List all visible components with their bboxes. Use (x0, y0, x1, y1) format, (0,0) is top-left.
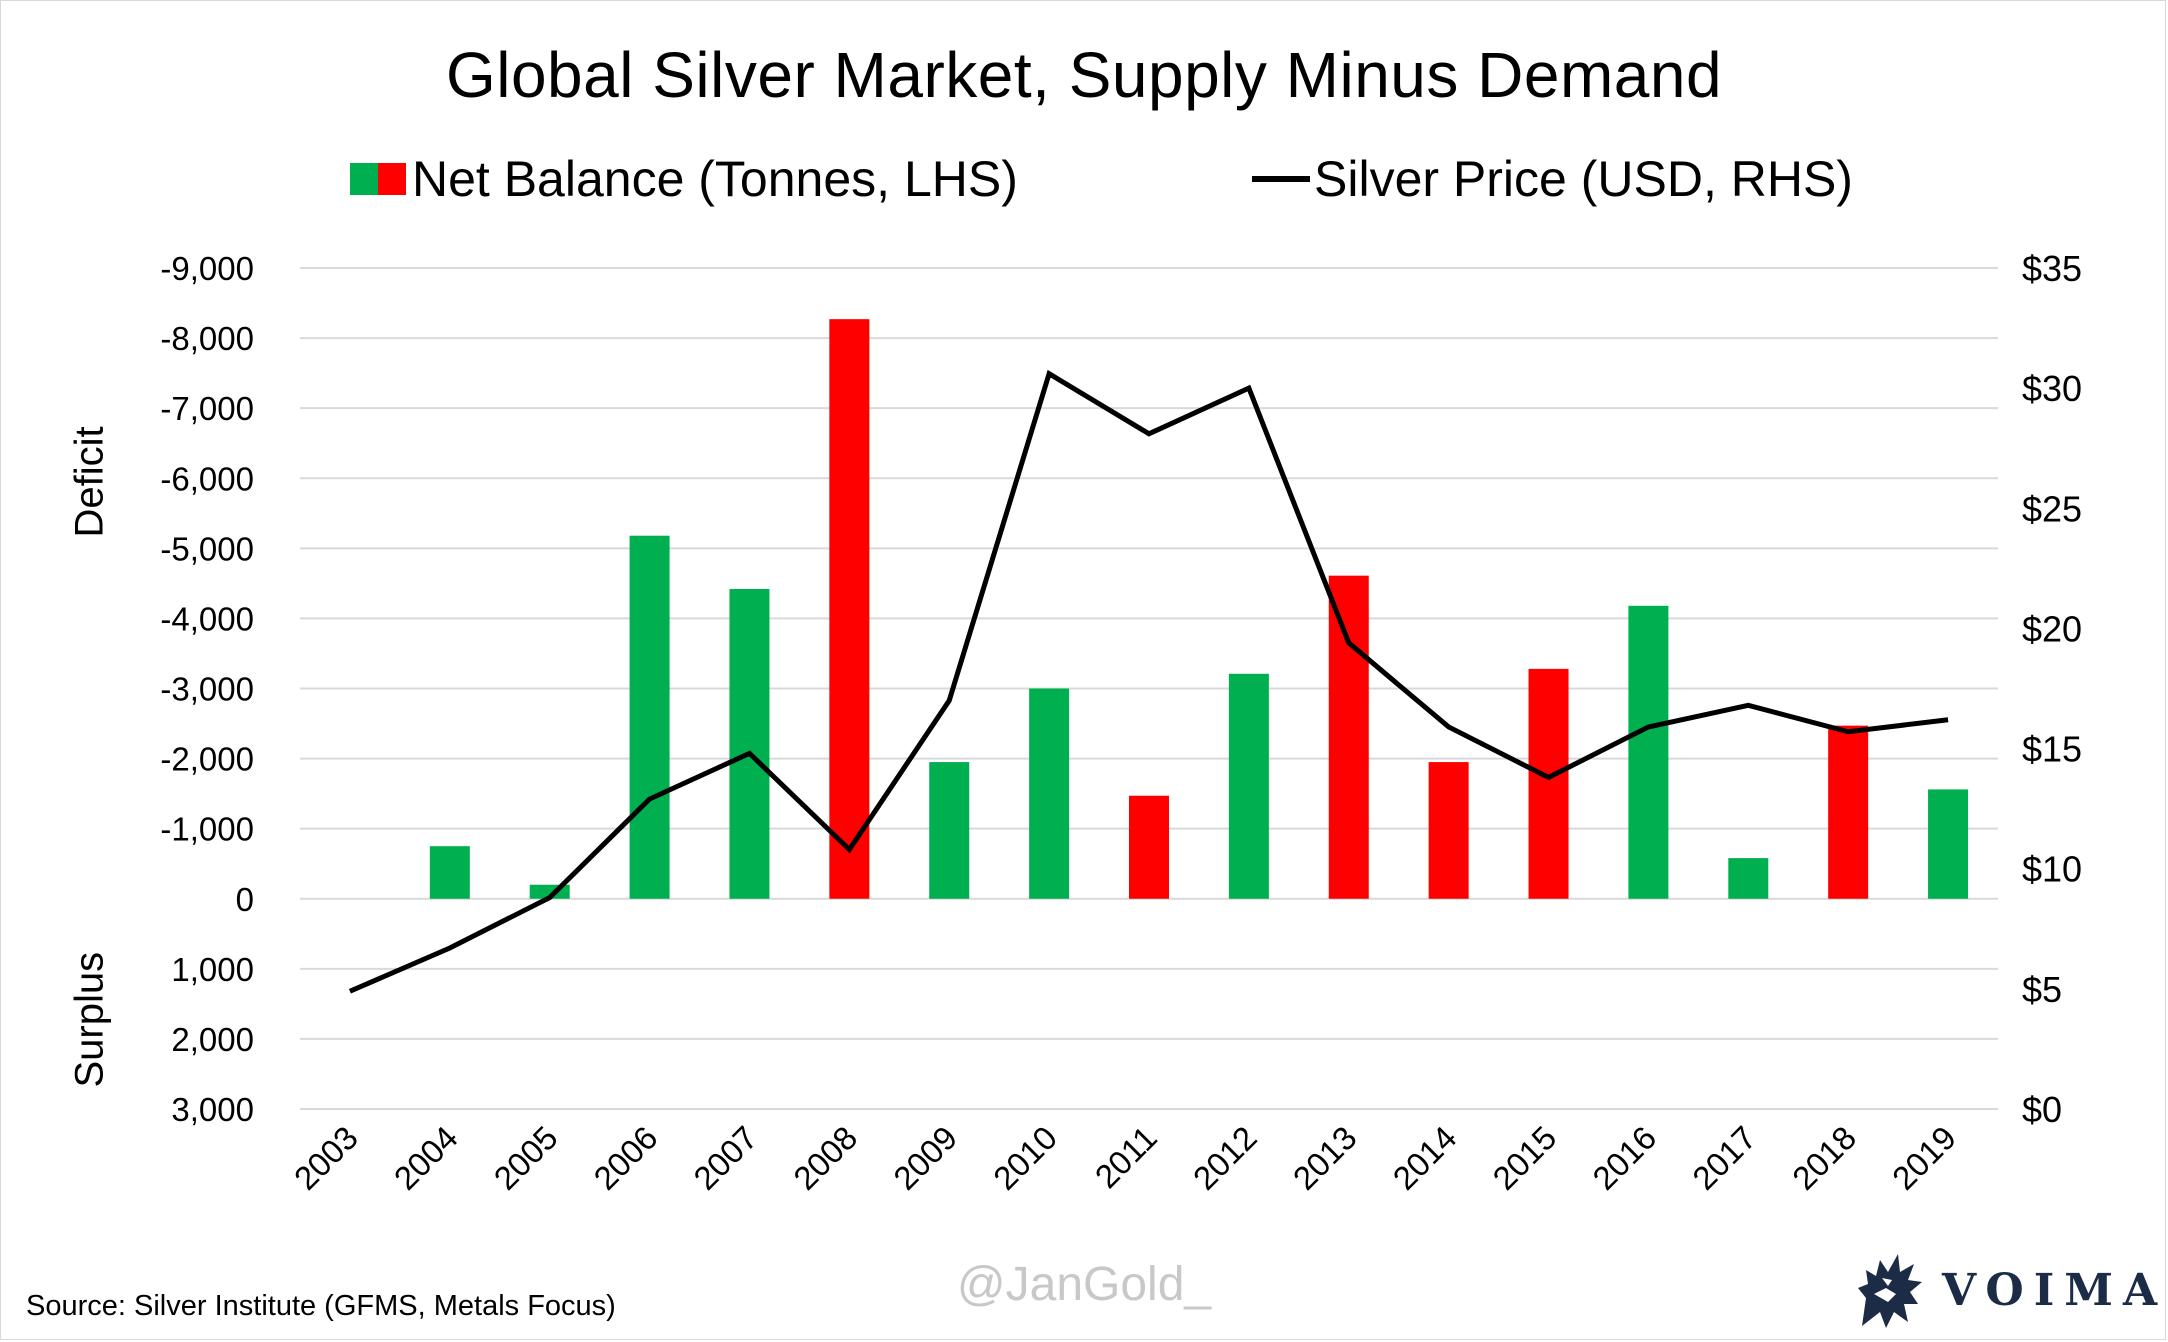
legend-net-balance-label: Net Balance (Tonnes, LHS) (412, 151, 1018, 207)
left-axis-tick-label: -6,000 (160, 460, 254, 497)
chart-title: Global Silver Market, Supply Minus Deman… (445, 39, 1723, 111)
legend-red-swatch (378, 163, 406, 195)
left-axis-tick-label: 0 (236, 881, 254, 918)
right-axis-tick-label: $5 (2022, 969, 2062, 1010)
right-axis-tick-label: $20 (2022, 608, 2082, 649)
bar-2015 (1528, 668, 1569, 899)
left-axis-tick-label: -1,000 (160, 811, 254, 848)
right-axis-tick-label: $35 (2022, 248, 2082, 289)
bar-2016 (1628, 605, 1669, 899)
legend-net-balance: Net Balance (Tonnes, LHS) (350, 150, 1018, 208)
x-axis-tick-label: 2003 (287, 1119, 365, 1197)
x-axis-tick-label: 2008 (786, 1119, 864, 1197)
right-axis-tick-label: $25 (2022, 488, 2082, 529)
x-axis-tick-label: 2007 (686, 1119, 764, 1197)
bar-2006 (629, 535, 670, 899)
silver-price-line (348, 369, 1949, 994)
x-axis-tick-label: 2012 (1186, 1119, 1264, 1197)
right-axis-tick-label: $15 (2022, 729, 2082, 770)
left-axis-tick-label: -4,000 (160, 600, 254, 637)
bar-2018 (1828, 725, 1869, 899)
bar-2009 (929, 762, 970, 899)
bar-2019 (1928, 789, 1969, 899)
left-axis-tick-label: -9,000 (160, 250, 254, 287)
source-note: Source: Silver Institute (GFMS, Metals F… (26, 1290, 616, 1322)
lion-emblem-icon (1858, 1254, 1922, 1328)
legend-green-swatch (350, 163, 378, 195)
x-axis-tick-label: 2009 (886, 1119, 964, 1197)
left-axis-tick-label: -2,000 (160, 741, 254, 778)
x-axis-tick-label: 2006 (586, 1119, 664, 1197)
bar-2014 (1428, 762, 1469, 899)
brand-name: VOIMA (1942, 1264, 2168, 1316)
bar-2010 (1029, 688, 1070, 899)
x-axis-tick-label: 2014 (1386, 1119, 1464, 1197)
bar-2012 (1228, 673, 1269, 899)
x-axis-tick-label: 2005 (487, 1119, 565, 1197)
left-axis-tick-label: -7,000 (160, 390, 254, 427)
bar-2008 (829, 319, 870, 899)
right-axis-tick-label: $30 (2022, 368, 2082, 409)
bar-2004 (429, 846, 470, 899)
legend-line-swatch (1252, 176, 1310, 182)
bar-2007 (729, 588, 770, 899)
x-axis-tick-label: 2019 (1885, 1119, 1963, 1197)
bar-2013 (1328, 575, 1369, 899)
legend-silver-price: Silver Price (USD, RHS) (1252, 150, 1853, 208)
x-axis-tick-label: 2017 (1685, 1119, 1763, 1197)
left-axis-tick-label: -5,000 (160, 530, 254, 567)
left-axis-tick-label: -3,000 (160, 671, 254, 708)
left-axis-tick-label: 3,000 (171, 1091, 254, 1128)
x-axis-tick-label: 2010 (986, 1119, 1064, 1197)
right-axis-tick-label: $0 (2022, 1089, 2062, 1130)
left-axis-tick-label: 1,000 (171, 951, 254, 988)
x-axis-tick-label: 2013 (1286, 1119, 1364, 1197)
watermark: @JanGold_ (956, 1258, 1212, 1311)
left-axis-tick-label: 2,000 (171, 1021, 254, 1058)
left-axis-tick-label: -8,000 (160, 320, 254, 357)
legend-silver-price-label: Silver Price (USD, RHS) (1314, 151, 1853, 207)
x-axis-tick-label: 2018 (1785, 1119, 1863, 1197)
x-axis-tick-label: 2011 (1088, 1119, 1164, 1195)
right-axis-tick-label: $10 (2022, 849, 2082, 890)
bar-2011 (1129, 795, 1169, 899)
brand-logo: VOIMA (1852, 1248, 2167, 1332)
x-axis-tick-label: 2016 (1585, 1119, 1663, 1197)
x-axis-tick-label: 2004 (387, 1119, 465, 1197)
bar-2017 (1728, 858, 1769, 899)
x-axis-tick-label: 2015 (1485, 1119, 1563, 1197)
